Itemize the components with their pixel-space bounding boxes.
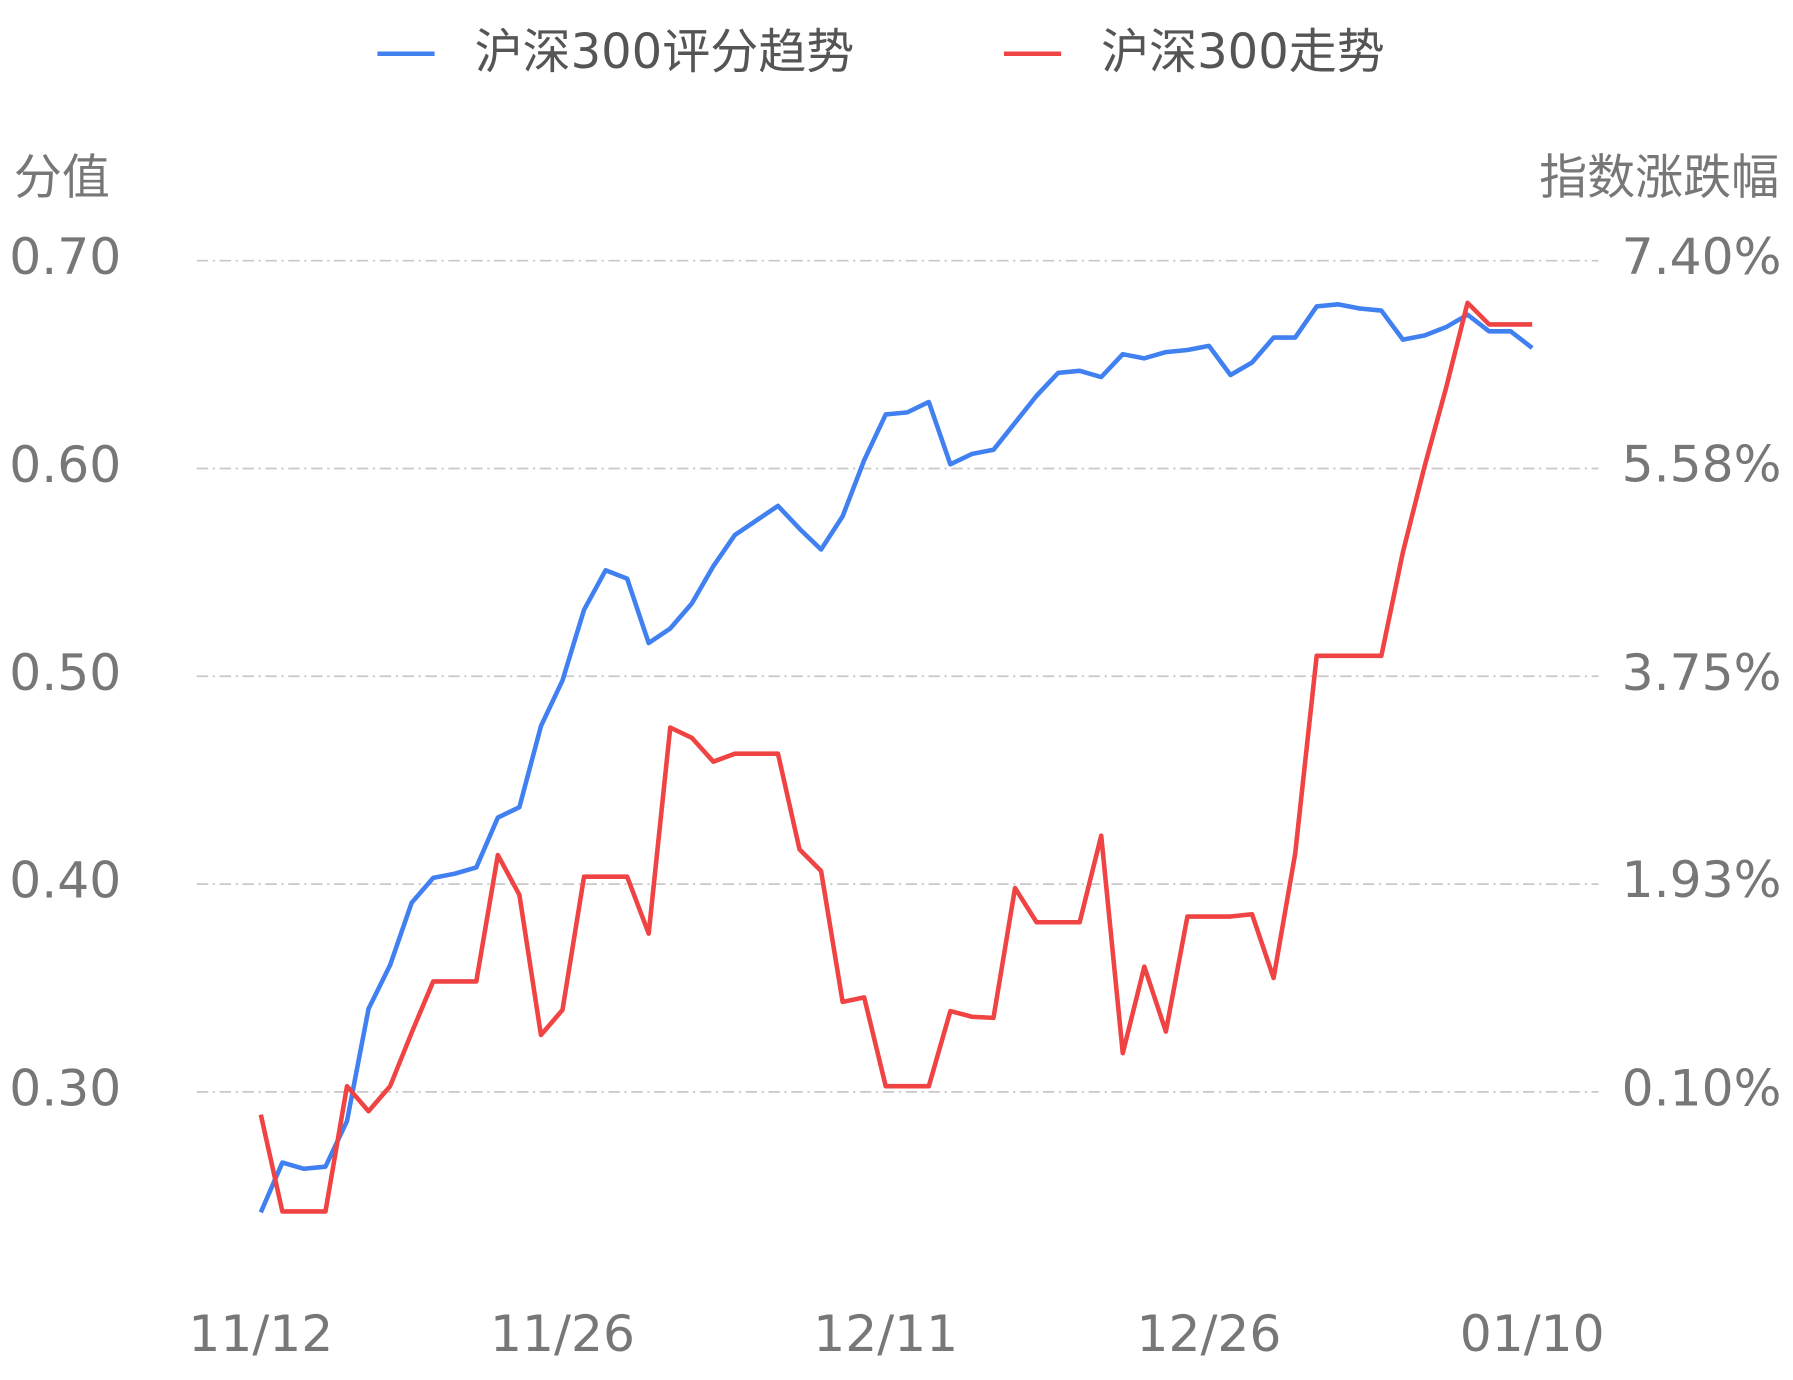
y2-tick-label: 0.10% bbox=[1622, 1058, 1782, 1117]
legend-label: 沪深300评分趋势 bbox=[475, 24, 855, 80]
series-line bbox=[258, 302, 1534, 1214]
y2-tick-label: 5.58% bbox=[1622, 434, 1782, 493]
y-tick-label: 0.40 bbox=[9, 851, 121, 910]
y2-tick-label: 3.75% bbox=[1622, 643, 1782, 702]
y2-tick-label: 7.40% bbox=[1622, 227, 1782, 286]
y-tick-label: 0.70 bbox=[9, 227, 121, 286]
legend-label: 沪深300走势 bbox=[1101, 24, 1385, 80]
y2-axis-title: 指数涨跌幅 bbox=[1539, 150, 1779, 206]
x-tick-label: 11/12 bbox=[188, 1304, 333, 1363]
x-tick-label: 01/10 bbox=[1460, 1304, 1605, 1363]
x-tick-label: 11/26 bbox=[490, 1304, 635, 1363]
y-tick-label: 0.30 bbox=[9, 1058, 121, 1117]
y-tick-label: 0.50 bbox=[9, 643, 121, 702]
y-tick-label: 0.60 bbox=[9, 435, 121, 494]
y2-tick-label: 1.93% bbox=[1622, 850, 1782, 909]
x-tick-label: 12/11 bbox=[813, 1304, 958, 1363]
series-line bbox=[258, 300, 1533, 1214]
y-axis-title: 分值 bbox=[14, 150, 110, 206]
x-tick-label: 12/26 bbox=[1136, 1304, 1281, 1363]
